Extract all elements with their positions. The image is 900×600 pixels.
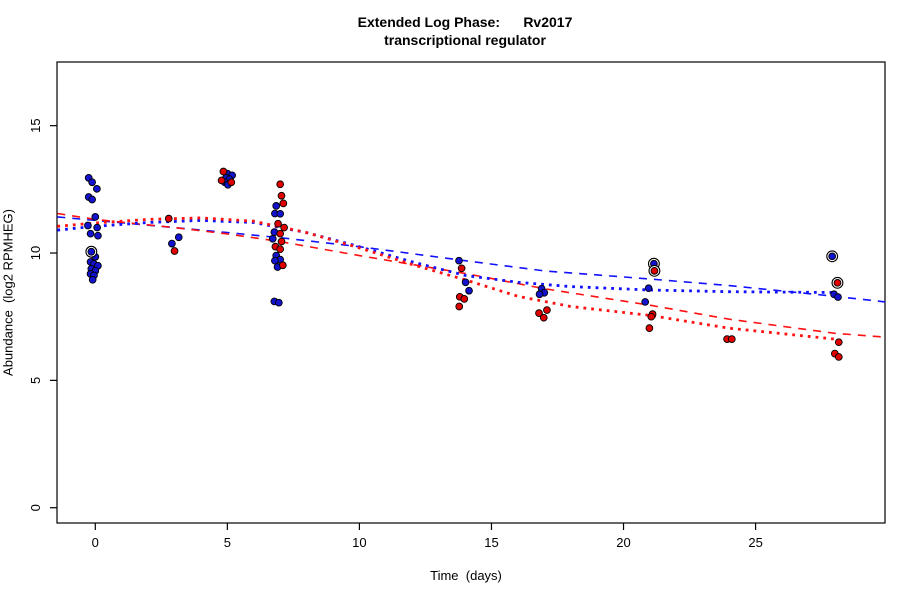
data-point: [272, 202, 281, 210]
data-point: [650, 267, 659, 275]
data-point: [271, 256, 279, 265]
data-point: [276, 209, 285, 218]
data-point: [168, 239, 176, 248]
trend-line-dotted-red: [57, 216, 835, 341]
data-point: [834, 353, 843, 361]
data-point: [277, 237, 286, 246]
x-tick-label: 25: [748, 535, 762, 550]
data-point: [645, 324, 654, 333]
data-point: [219, 167, 228, 176]
data-point: [93, 184, 101, 193]
data-point: [647, 312, 656, 321]
x-tick-label: 15: [484, 535, 498, 550]
data-point: [164, 214, 173, 223]
data-point: [543, 306, 551, 314]
data-point: [455, 302, 464, 311]
trend-line-dashed-red: [57, 212, 886, 338]
data-point: [280, 223, 288, 232]
y-tick-label: 10: [28, 246, 43, 260]
data-point: [641, 298, 650, 306]
data-point: [834, 338, 843, 347]
data-point: [834, 293, 842, 301]
data-point: [277, 191, 286, 200]
data-point: [535, 290, 544, 299]
data-point: [93, 223, 101, 232]
x-tick-label: 10: [352, 535, 366, 550]
data-point: [84, 221, 92, 230]
data-point: [268, 234, 277, 243]
trend-line-dashed-blue: [57, 216, 886, 303]
data-point: [87, 247, 96, 256]
data-point: [91, 213, 100, 221]
data-point: [278, 261, 287, 270]
data-point: [535, 309, 543, 317]
data-point: [644, 284, 653, 293]
data-point: [461, 278, 470, 287]
data-point: [465, 286, 473, 295]
data-point: [227, 178, 236, 187]
data-point: [828, 252, 837, 261]
data-point: [88, 195, 96, 204]
chart-title-line2: transcriptional regulator: [384, 32, 546, 48]
data-point: [88, 178, 96, 187]
data-point: [727, 335, 736, 343]
x-tick-label: 0: [92, 535, 99, 550]
y-tick-label: 0: [28, 504, 43, 511]
x-tick-label: 5: [224, 535, 231, 550]
chart-title-line1: Extended Log Phase: Rv2017: [357, 14, 573, 30]
x-axis-title: Time (days): [430, 568, 502, 583]
data-point: [88, 275, 97, 284]
y-axis-title: Abundance (log2 RPMHEG): [0, 209, 16, 376]
data-point: [274, 219, 282, 228]
data-point: [457, 264, 466, 273]
y-tick-label: 15: [28, 118, 43, 132]
data-point: [86, 229, 95, 238]
data-point: [217, 176, 226, 185]
data-point: [94, 231, 102, 240]
trend-line-dotted-blue: [57, 218, 835, 294]
data-point: [276, 245, 285, 254]
data-point: [174, 233, 183, 242]
data-point: [276, 180, 285, 189]
x-tick-label: 20: [616, 535, 630, 550]
plot-frame: [56, 61, 886, 524]
data-point: [276, 229, 285, 238]
data-point: [275, 298, 283, 307]
data-point: [833, 278, 842, 287]
data-point: [539, 313, 548, 322]
y-tick-label: 5: [28, 377, 43, 384]
data-point: [170, 247, 179, 255]
data-point: [460, 295, 469, 303]
data-point: [279, 199, 288, 208]
data-point: [455, 256, 463, 265]
